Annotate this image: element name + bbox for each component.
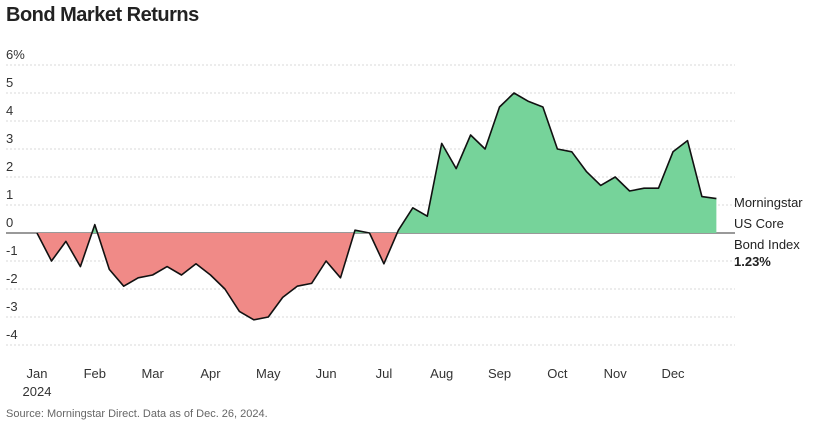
x-year-label: 2024 [23, 384, 52, 399]
y-tick-label: 1 [6, 187, 13, 202]
x-tick-label: Aug [430, 366, 453, 381]
end-value-label: 1.23% [734, 254, 771, 269]
x-tick-label: Oct [547, 366, 568, 381]
y-tick-label: 3 [6, 131, 13, 146]
x-tick-label: Feb [84, 366, 106, 381]
negative-area [37, 233, 717, 320]
x-tick-label: May [256, 366, 281, 381]
line [36, 92, 717, 321]
source-note: Source: Morningstar Direct. Data as of D… [6, 408, 268, 420]
chart-title: Bond Market Returns [6, 4, 199, 26]
x-tick-label: Jan [27, 366, 48, 381]
x-tick-label: Jul [376, 366, 393, 381]
x-tick-label: Apr [200, 366, 221, 381]
y-tick-label: -4 [6, 327, 18, 342]
y-tick-label: 5 [6, 75, 13, 90]
y-tick-label: 6% [6, 47, 25, 62]
y-tick-label: 2 [6, 159, 13, 174]
x-tick-label: Sep [488, 366, 511, 381]
y-tick-label: 0 [6, 215, 13, 230]
y-tick-label: -1 [6, 243, 18, 258]
x-tick-label: Nov [604, 366, 628, 381]
y-tick-label: 4 [6, 103, 13, 118]
y-tick-label: -3 [6, 299, 18, 314]
x-tick-label: Jun [316, 366, 337, 381]
series-label: Morningstar US Core Bond Index [734, 195, 803, 252]
x-tick-label: Mar [141, 366, 164, 381]
x-tick-label: Dec [661, 366, 685, 381]
y-tick-label: -2 [6, 271, 18, 286]
positive-area [37, 93, 717, 233]
